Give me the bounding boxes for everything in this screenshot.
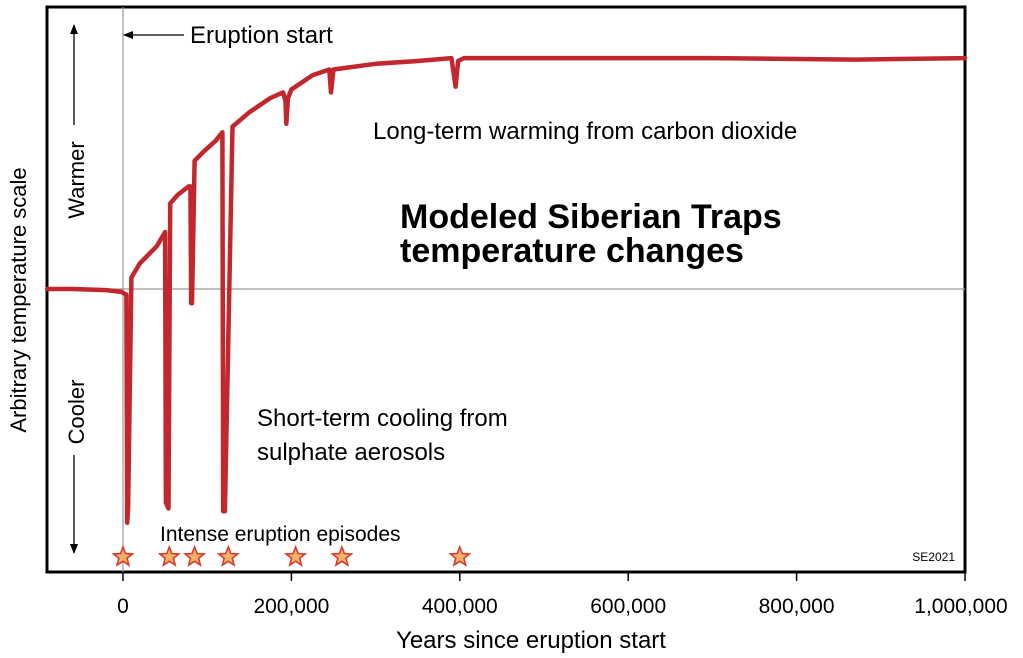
eruption-episode-star [182,544,207,567]
eruption-episode-star [330,544,354,567]
warmer-label: Warmer [64,141,89,218]
x-tick-label: 400,000 [422,595,498,618]
cooling-annotation-line-2: sulphate aerosols [257,439,445,466]
eruption-episode-star [448,544,472,567]
chart-title-line-1: Modeled Siberian Traps [400,198,782,236]
x-tick-label: 600,000 [590,595,666,618]
x-tick-label: 1,000,000 [914,595,1007,618]
cooling-annotation-line-1: Short-term cooling from [257,405,508,432]
cooler-label: Cooler [64,380,89,445]
warming-annotation: Long-term warming from carbon dioxide [373,118,797,145]
eruption-episode-star [111,544,135,567]
x-tick-label: 800,000 [759,595,835,618]
x-axis-label: Years since eruption start [396,627,666,654]
x-tick-label: 200,000 [253,595,329,618]
episodes-label: Intense eruption episodes [160,523,401,546]
eruption-episode-star [283,544,308,567]
eruption-episode-star [157,544,181,567]
eruption-episode-markers [111,544,472,567]
eruption-episode-star [216,544,240,567]
eruption-start-label: Eruption start [190,22,333,49]
x-tick-label: 0 [117,595,129,618]
x-axis: 0 200,000 400,000 600,000 800,000 1,000,000 [117,572,1008,618]
chart-title-line-2: temperature changes [400,232,744,270]
warmer-cooler-indicator: Warmer Cooler [64,24,89,554]
temperature-series-line [44,55,968,525]
y-axis-label: Arbitrary temperature scale [6,167,31,432]
credit-label: SE2021 [912,550,955,564]
